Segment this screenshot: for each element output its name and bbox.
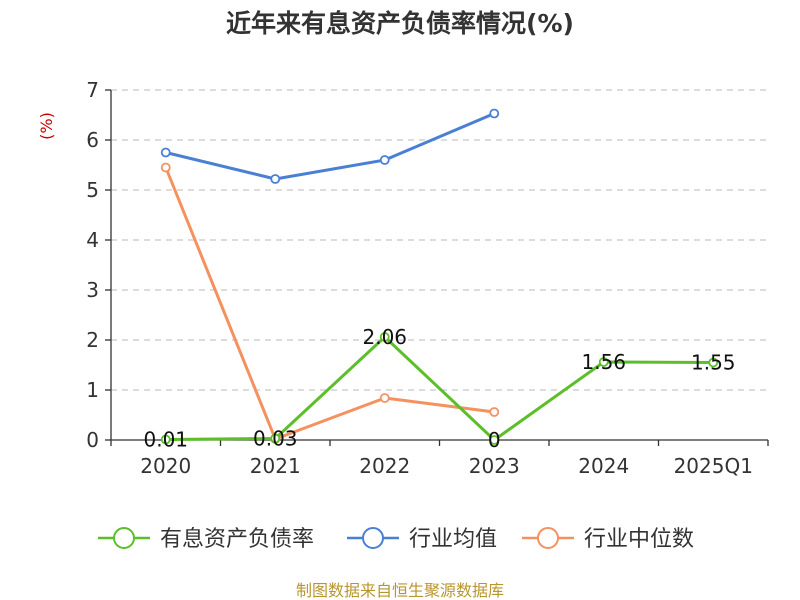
legend-item-2[interactable]: 行业中位数 bbox=[522, 527, 694, 552]
x-tick-label-2020: 2020 bbox=[140, 454, 191, 478]
legend-swatch-marker-1 bbox=[362, 527, 384, 549]
data-label-2025Q1: 1.55 bbox=[691, 351, 736, 375]
source-note: 制图数据来自恒生聚源数据库 bbox=[296, 581, 504, 600]
point-0-2020[interactable] bbox=[160, 434, 171, 445]
series-line-0 bbox=[165, 335, 714, 442]
data-label-2020: 0.01 bbox=[143, 428, 188, 452]
point-1-2022[interactable] bbox=[379, 155, 390, 165]
point-2-2023[interactable] bbox=[489, 407, 500, 417]
point-0-2024[interactable] bbox=[598, 357, 609, 367]
y-tick-label-1: 1 bbox=[86, 378, 99, 402]
y-tick-label-0: 0 bbox=[86, 428, 99, 452]
x-tick-label-2023: 2023 bbox=[469, 454, 520, 478]
legend-swatch-marker-0 bbox=[113, 527, 135, 549]
legend-item-0[interactable]: 有息资产负债率 bbox=[98, 527, 314, 552]
legend-swatch-marker-2 bbox=[537, 527, 559, 549]
y-tick-label-3: 3 bbox=[86, 278, 99, 302]
y-tick-label-2: 2 bbox=[86, 328, 99, 352]
legend[interactable]: 有息资产负债率 行业均值 行业中位数 bbox=[98, 527, 694, 552]
legend-item-1[interactable]: 行业均值 bbox=[347, 527, 497, 552]
series-layer bbox=[160, 108, 719, 445]
y-tick-label-6: 6 bbox=[86, 128, 99, 152]
y-tick-label-4: 4 bbox=[86, 228, 99, 252]
data-label-2023: 0 bbox=[488, 428, 501, 452]
grid bbox=[111, 89, 768, 391]
y-tick-label-7: 7 bbox=[86, 78, 99, 102]
y-tick-label-5: 5 bbox=[86, 178, 99, 202]
legend-label-1: 行业均值 bbox=[409, 527, 497, 552]
x-tick-label-2024: 2024 bbox=[578, 454, 629, 478]
x-tick-label-2022: 2022 bbox=[359, 454, 410, 478]
point-1-2023[interactable] bbox=[489, 108, 500, 119]
point-1-2020[interactable] bbox=[160, 147, 171, 158]
chart-title: 近年来有息资产负债率情况(%) bbox=[226, 9, 574, 38]
legend-label-2: 行业中位数 bbox=[584, 527, 694, 552]
data-label-2021: 0.03 bbox=[253, 427, 298, 451]
point-1-2021[interactable] bbox=[270, 174, 281, 184]
point-0-2023[interactable] bbox=[489, 435, 500, 445]
series-line-2 bbox=[164, 166, 495, 441]
point-0-2025Q1[interactable] bbox=[708, 357, 719, 368]
point-0-2021[interactable] bbox=[270, 433, 281, 444]
x-tick-label-2025Q1: 2025Q1 bbox=[674, 454, 753, 478]
series-1 bbox=[160, 108, 500, 184]
data-labels: 0.01 0.03 2.06 0 1.56 1.55 bbox=[143, 325, 735, 452]
legend-label-0: 有息资产负债率 bbox=[160, 527, 314, 552]
point-2-2022[interactable] bbox=[379, 393, 390, 403]
data-label-2022: 2.06 bbox=[362, 325, 407, 349]
point-2-2020[interactable] bbox=[160, 162, 171, 173]
data-label-2024: 1.56 bbox=[581, 350, 626, 374]
y-axis-label: (%) bbox=[37, 112, 56, 140]
series-2 bbox=[160, 162, 500, 444]
x-tick-label-2021: 2021 bbox=[250, 454, 301, 478]
series-0 bbox=[160, 332, 719, 445]
axes: 0 1 2 3 4 5 6 7 2020 2021 2022 2023 2024 2025Q1 bbox=[86, 78, 769, 478]
point-0-2022[interactable] bbox=[379, 332, 390, 342]
series-line-1 bbox=[165, 112, 495, 181]
